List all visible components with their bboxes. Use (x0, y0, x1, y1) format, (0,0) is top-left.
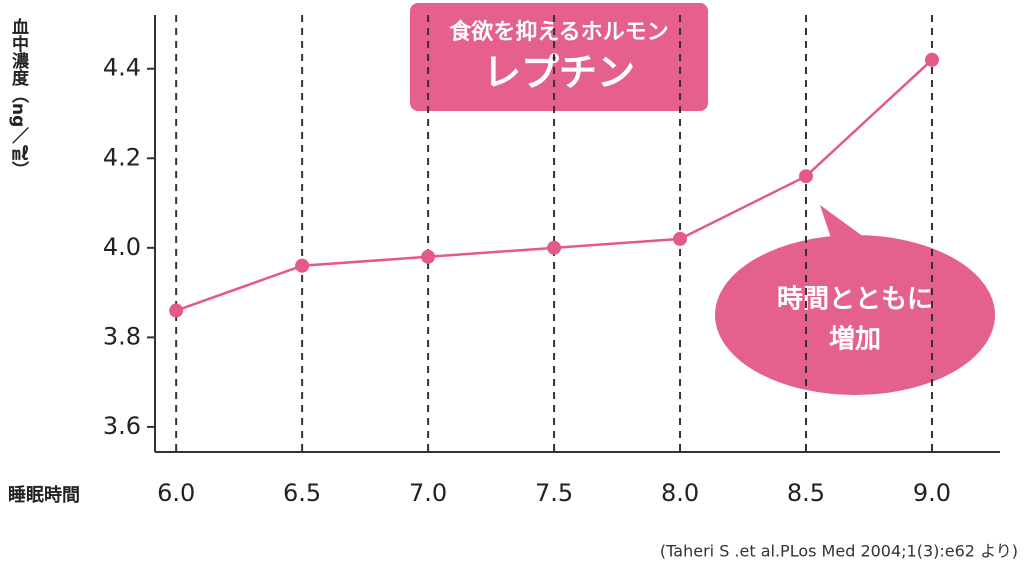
x-tick-label: 8.5 (787, 479, 825, 507)
x-tick-label: 9.0 (913, 479, 951, 507)
x-tick-label: 7.0 (409, 479, 447, 507)
x-tick-label: 6.0 (157, 479, 195, 507)
x-tick-label: 7.5 (535, 479, 573, 507)
x-tick-label: 6.5 (283, 479, 321, 507)
title-box (410, 3, 708, 111)
annotation: 増加 (829, 325, 881, 355)
annotation: 時間とともに (777, 285, 933, 315)
chart-title: レプチン (483, 51, 635, 95)
y-tick-label: 4.4 (103, 54, 141, 82)
point (799, 169, 814, 184)
point (295, 258, 310, 273)
point (421, 249, 436, 264)
x-axis-label: 睡眠時間 (8, 485, 80, 506)
point (924, 52, 939, 67)
y-tick-label: 4.0 (103, 233, 141, 261)
y-tick-label: 4.2 (103, 143, 141, 171)
point (547, 240, 562, 255)
bubble (715, 235, 995, 395)
point (673, 231, 688, 246)
y-axis-label: 血中濃度（ng／㎖） (8, 17, 29, 178)
y-tick-label: 3.6 (103, 412, 141, 440)
source: (Taheri S .et al.PLos Med 2004;1(3):e62 … (660, 542, 1018, 561)
chart-subtitle: 食欲を抑えるホルモン (449, 19, 668, 45)
point (169, 303, 184, 318)
x-tick-label: 8.0 (661, 479, 699, 507)
y-tick-label: 3.8 (103, 322, 141, 350)
